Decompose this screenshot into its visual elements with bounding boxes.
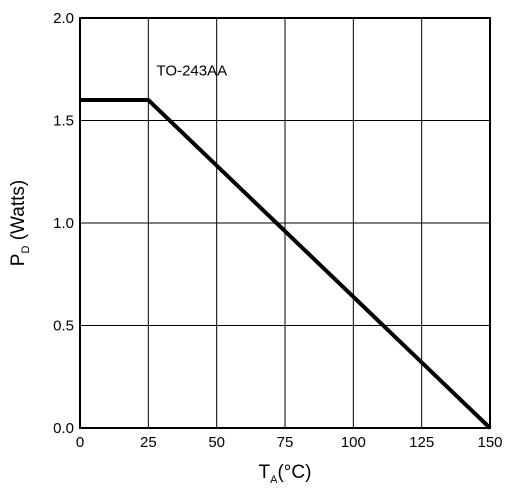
y-tick-label: 0.5 bbox=[53, 318, 74, 335]
x-axis-title-subscript: A bbox=[270, 474, 278, 486]
x-tick-label: 50 bbox=[208, 434, 225, 451]
y-axis-title: PD (Watts) bbox=[8, 180, 32, 266]
y-axis-title-unit: (Watts) bbox=[8, 180, 29, 246]
x-tick-label: 25 bbox=[140, 434, 157, 451]
x-axis-title-main: T bbox=[259, 462, 271, 483]
plot-frame bbox=[79, 17, 491, 429]
x-tick-label: 150 bbox=[477, 434, 502, 451]
y-tick-label: 1.0 bbox=[53, 215, 74, 232]
series-line-0 bbox=[80, 98, 492, 430]
x-axis-title: TA(°C) bbox=[259, 462, 312, 486]
x-tick-label: 100 bbox=[341, 434, 366, 451]
y-tick-label: 1.5 bbox=[53, 113, 74, 130]
x-tick-label: 125 bbox=[409, 434, 434, 451]
x-axis-title-unit: (°C) bbox=[277, 462, 311, 483]
annotations: TO-243AA bbox=[157, 62, 228, 79]
y-axis-title-subscript: D bbox=[20, 246, 32, 254]
y-axis-title-main: P bbox=[8, 254, 29, 267]
series-layer bbox=[80, 98, 492, 430]
grid-lines bbox=[80, 18, 490, 428]
annotation-label: TO-243AA bbox=[157, 62, 228, 79]
y-tick-label: 0.0 bbox=[53, 420, 74, 437]
y-tick-labels: 0.0 0.5 1.0 1.5 2.0 bbox=[53, 10, 74, 437]
y-tick-label: 2.0 bbox=[53, 10, 74, 27]
x-tick-label: 75 bbox=[277, 434, 294, 451]
x-tick-label: 0 bbox=[76, 434, 84, 451]
x-tick-labels: 0 25 50 75 100 125 150 bbox=[76, 434, 503, 451]
